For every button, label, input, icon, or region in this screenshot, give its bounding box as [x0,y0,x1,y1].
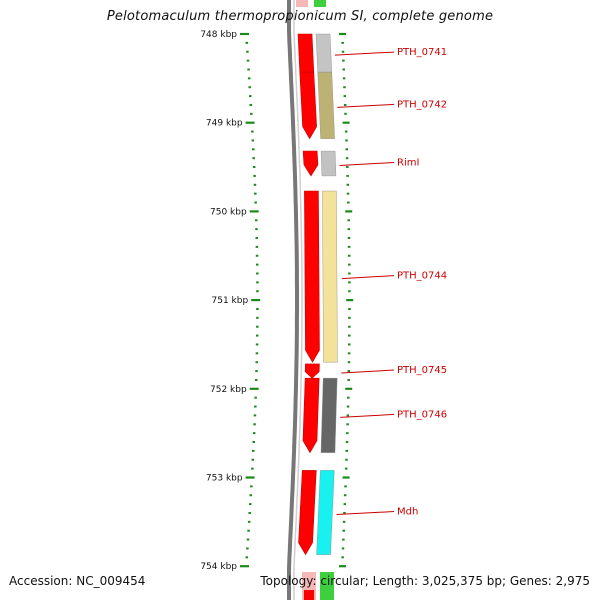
gene-block-pth_0746 [320,377,338,453]
strand-stub-bottom-red [304,590,314,600]
strand-stub-top-pink [296,0,308,7]
gene-leader-line [339,162,395,167]
gene-block-pth_0742 [317,71,335,139]
scale-tick-label: 753 kbp [206,474,243,484]
scale-tick-label: 752 kbp [210,385,247,395]
gene-label-mdh: Mdh [397,507,418,518]
scale-tick-label: 748 kbp [200,30,237,40]
gene-block-rimi [320,150,337,177]
scale-tick-label: 749 kbp [206,119,243,129]
strand-stub-bottom-green [320,572,334,600]
gene-label-pth_0742: PTH_0742 [397,99,447,110]
gene-label-pth_0745: PTH_0745 [397,365,447,376]
gene-leader-line [340,413,395,418]
gene-label-pth_0746: PTH_0746 [397,409,447,420]
gene-leader-line [337,103,395,108]
genome-backbone-arc [287,0,299,600]
gene-leader-line [341,275,395,280]
gene-arrow-pth_0744 [304,190,320,363]
gene-arrow-mdh [298,470,317,556]
gene-leader-line [336,511,395,516]
gene-label-rimi: RimI [397,158,419,169]
scale-tick-label: 751 kbp [212,296,249,306]
gene-arrow-pth_0741 [297,33,315,73]
gene-arrow-pth_0745 [304,363,320,379]
gene-label-pth_0741: PTH_0741 [397,47,447,58]
gene-arrow-rimi [302,150,319,177]
genome-title: Pelotomaculum thermopropionicum SI, comp… [106,9,494,24]
gene-leader-line [341,369,395,374]
topology-label: Topology: circular; Length: 3,025,375 bp… [260,574,590,588]
gene-leader-line [334,51,395,56]
gene-label-pth_0744: PTH_0744 [397,271,447,282]
strand-stub-top-green [314,0,326,7]
gene-block-mdh [316,470,335,555]
gene-block-pth_0741 [315,33,332,73]
gene-block-pth_0744 [322,190,338,363]
genome-backbone-inner-arc [293,0,303,600]
scale-tick-label: 754 kbp [200,562,237,572]
scale-tick-label: 750 kbp [210,207,247,217]
gene-arrow-pth_0742 [299,71,317,140]
accession-label: Accession: NC_009454 [9,574,146,588]
gene-arrow-pth_0746 [302,377,320,454]
